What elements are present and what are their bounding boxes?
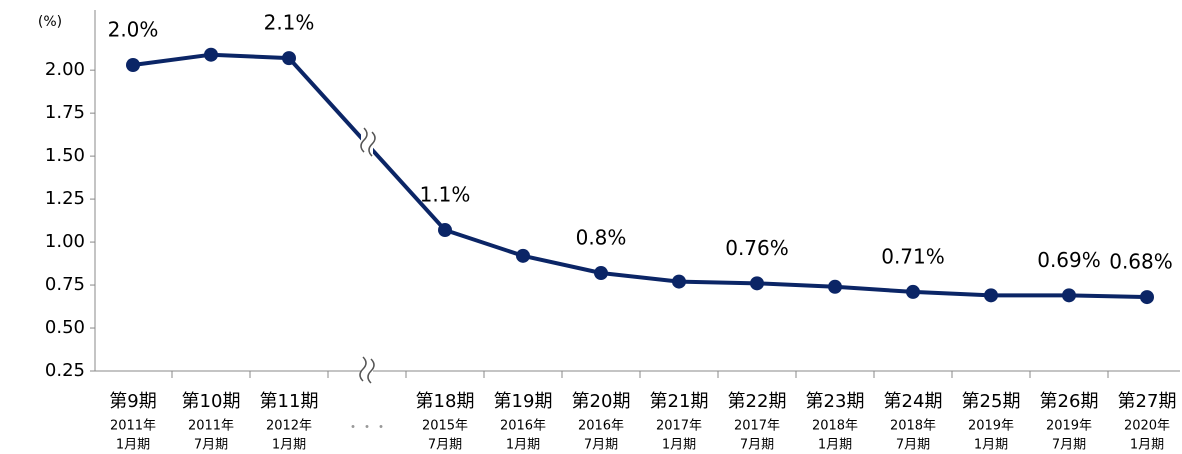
data-label: 0.8% (576, 226, 627, 250)
x-tick-label: 第11期 (260, 391, 319, 412)
x-tick-sublabel: 1月期 (662, 438, 696, 453)
data-point (516, 248, 530, 263)
x-tick-sublabel: 7月期 (740, 438, 774, 453)
data-point (906, 284, 920, 299)
x-tick-sublabel: 1月期 (974, 438, 1008, 453)
x-tick-sublabel: 1月期 (116, 438, 150, 453)
x-tick-label: 第19期 (494, 391, 553, 412)
y-tick-label: 1.25 (45, 188, 85, 209)
y-tick-label: 1.50 (45, 145, 85, 166)
y-tick-label: 2.00 (45, 59, 85, 80)
x-tick-sublabel: 2019年 (1046, 419, 1092, 434)
x-tick-label: 第9期 (109, 391, 156, 412)
x-tick-sublabel: 2018年 (890, 419, 936, 434)
data-line (444, 228, 1148, 300)
x-tick-sublabel: 7月期 (428, 438, 462, 453)
data-point (1140, 290, 1154, 305)
x-tick-label: 第25期 (962, 391, 1021, 412)
x-tick-label: 第20期 (572, 391, 631, 412)
y-tick-label: 1.00 (45, 231, 85, 252)
x-tick-sublabel: 2016年 (500, 419, 546, 434)
axis-break-gap (361, 357, 373, 385)
data-label: 2.1% (264, 11, 315, 35)
x-tick-label: 第26期 (1040, 391, 1099, 412)
data-label: 0.76% (725, 236, 789, 260)
x-tick-label: 第22期 (728, 391, 787, 412)
x-tick-sublabel: 1月期 (818, 438, 852, 453)
x-tick-sublabel: 7月期 (194, 438, 228, 453)
x-tick-sublabel: 1月期 (506, 438, 540, 453)
x-gap-label: ・・・ (346, 420, 388, 436)
data-point (126, 58, 140, 73)
x-tick-sublabel: 7月期 (584, 438, 618, 453)
x-tick-sublabel: 2020年 (1124, 419, 1170, 434)
data-label: 0.69% (1037, 248, 1101, 272)
x-tick-sublabel: 7月期 (1052, 438, 1086, 453)
data-point (750, 276, 764, 291)
x-tick-label: 第23期 (806, 391, 865, 412)
x-tick-sublabel: 2015年 (422, 419, 468, 434)
data-point (828, 279, 842, 294)
x-tick-sublabel: 2012年 (266, 419, 312, 434)
x-tick-sublabel: 2011年 (188, 419, 234, 434)
data-label: 1.1% (420, 183, 471, 207)
x-tick-sublabel: 2017年 (734, 419, 780, 434)
data-point (282, 51, 296, 66)
data-point (204, 47, 218, 62)
y-axis-unit: (%) (38, 14, 62, 30)
data-label: 2.0% (108, 18, 159, 42)
break-symbol (360, 127, 376, 157)
data-point (594, 266, 608, 281)
x-tick-label: 第24期 (884, 391, 943, 412)
x-tick-sublabel: 2011年 (110, 419, 156, 434)
data-point (672, 274, 686, 289)
data-point (1062, 288, 1076, 303)
x-tick-label: 第18期 (416, 391, 475, 412)
y-tick-label: 0.50 (45, 317, 85, 338)
x-tick-label: 第10期 (182, 391, 241, 412)
y-tick-label: 0.25 (45, 360, 85, 381)
data-point (438, 223, 452, 238)
x-tick-sublabel: 2016年 (578, 419, 624, 434)
x-tick-sublabel: 7月期 (896, 438, 930, 453)
x-tick-label: 第27期 (1118, 391, 1177, 412)
axis-break-symbol (359, 356, 375, 384)
data-point (984, 288, 998, 303)
x-tick-sublabel: 1月期 (272, 438, 306, 453)
x-tick-sublabel: 2018年 (812, 419, 858, 434)
x-tick-label: 第21期 (650, 391, 709, 412)
data-label: 0.71% (881, 244, 945, 268)
x-tick-sublabel: 1月期 (1130, 438, 1164, 453)
x-tick-sublabel: 2017年 (656, 419, 702, 434)
y-tick-label: 0.75 (45, 274, 85, 295)
data-label: 0.68% (1109, 250, 1173, 274)
y-tick-label: 1.75 (45, 102, 85, 123)
x-tick-sublabel: 2019年 (968, 419, 1014, 434)
